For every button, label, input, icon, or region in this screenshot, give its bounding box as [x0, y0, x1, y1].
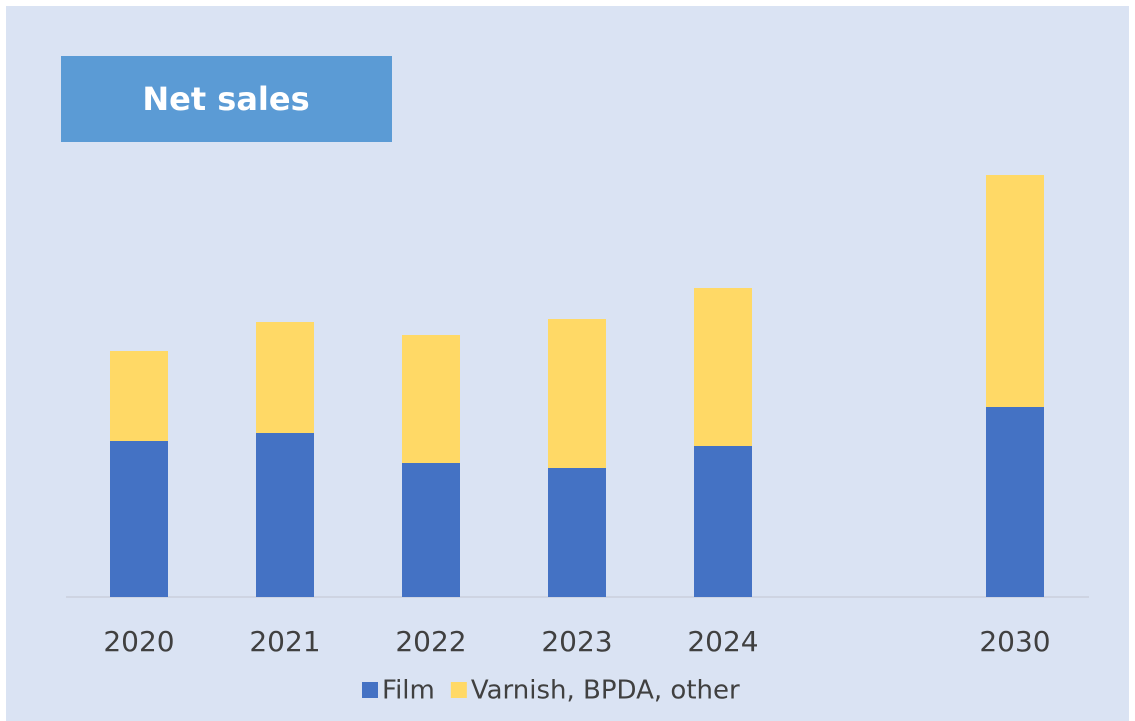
bar-segment: [986, 407, 1044, 597]
legend-label: Film: [382, 676, 435, 706]
legend-swatch: [362, 682, 378, 698]
legend-swatch: [450, 682, 467, 698]
bar-segment: [694, 446, 752, 597]
bar-segment: [110, 441, 168, 597]
x-tick-label: 2022: [395, 625, 466, 658]
bar-segment: [986, 175, 1044, 407]
bar-segment: [256, 322, 314, 433]
x-tick-label: 2023: [541, 625, 612, 658]
bar-segment: [110, 351, 168, 441]
x-tick-label: 2020: [103, 625, 174, 658]
x-tick-label: 2030: [979, 625, 1050, 658]
x-tick-label: 2021: [249, 625, 320, 658]
bar-segment: [548, 468, 606, 597]
bar-segment: [402, 463, 460, 597]
legend-label: Varnish, BPDA, other: [471, 676, 740, 706]
bar-segment: [256, 433, 314, 597]
x-tick-label: 2024: [687, 625, 758, 658]
bar-segment: [402, 335, 460, 463]
title-box: [61, 56, 392, 142]
chart-title: Net sales: [142, 80, 309, 118]
bar-segment: [548, 319, 606, 468]
bar-segment: [694, 288, 752, 446]
